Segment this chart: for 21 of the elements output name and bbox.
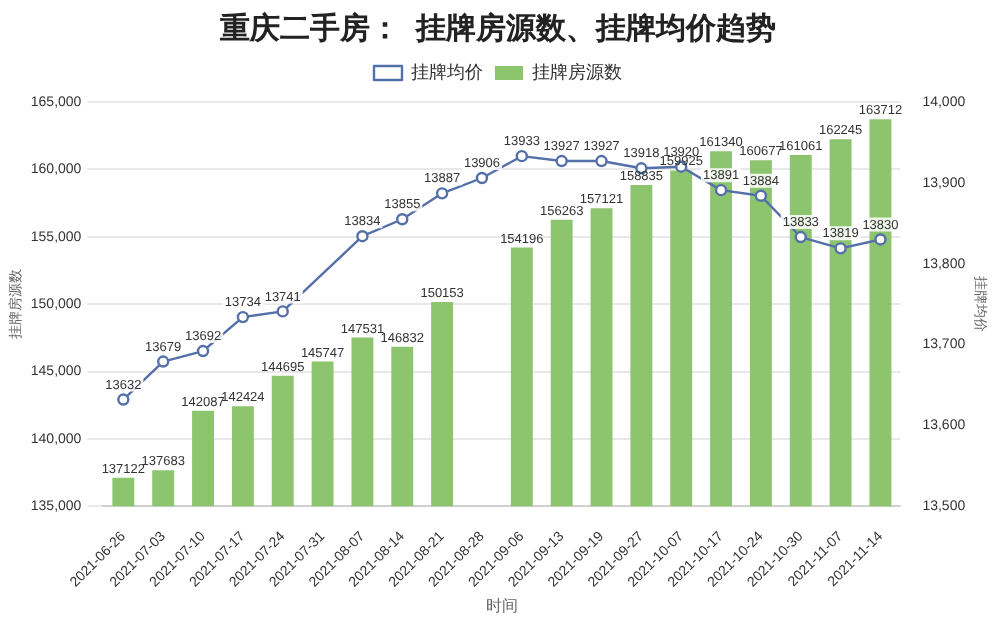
- point: [117, 393, 130, 406]
- point: [435, 187, 449, 200]
- point: [874, 233, 887, 246]
- point: [714, 183, 728, 197]
- point: [754, 189, 768, 202]
- point: [156, 355, 170, 368]
- point: [515, 149, 529, 163]
- point: [475, 171, 489, 185]
- point: [834, 242, 847, 255]
- point: [356, 230, 369, 243]
- x-axis-title: 时间: [485, 596, 518, 615]
- legend-label: 挂牌均价: [411, 61, 483, 82]
- point: [595, 154, 608, 168]
- point: [555, 154, 568, 168]
- point: [196, 344, 210, 358]
- point: [276, 305, 289, 318]
- point: [236, 310, 250, 324]
- point: [794, 230, 807, 244]
- legend-label: 挂牌房源数: [532, 61, 622, 82]
- point: [396, 213, 409, 226]
- chart-title: 重庆二手房： 挂牌房源数、挂牌均价趋势: [217, 10, 777, 47]
